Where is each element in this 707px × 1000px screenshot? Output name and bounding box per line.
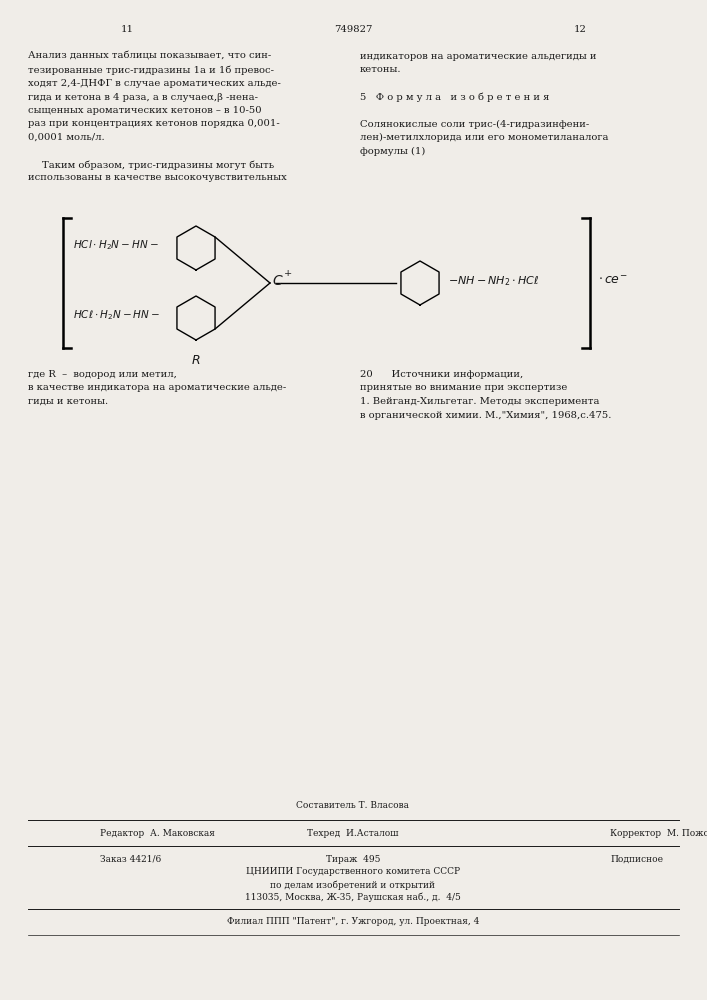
Text: по делам изобретений и открытий: по делам изобретений и открытий: [271, 880, 436, 890]
Text: $\cdot\,ce^{-}$: $\cdot\,ce^{-}$: [598, 274, 628, 288]
Text: Анализ данных таблицы показывает, что син-: Анализ данных таблицы показывает, что си…: [28, 52, 271, 61]
Text: Составитель Т. Власова: Составитель Т. Власова: [296, 802, 409, 810]
Text: 1. Вейганд-Хильгетаг. Методы эксперимента: 1. Вейганд-Хильгетаг. Методы эксперимент…: [360, 397, 600, 406]
Text: $R$: $R$: [192, 354, 201, 367]
Text: гида и кетона в 4 раза, а в случаеα,β -нена-: гида и кетона в 4 раза, а в случаеα,β -н…: [28, 93, 258, 102]
Text: Подписное: Подписное: [610, 854, 663, 863]
Text: принятые во внимание при экспертизе: принятые во внимание при экспертизе: [360, 383, 568, 392]
Text: Тираж  495: Тираж 495: [326, 854, 380, 863]
Text: индикаторов на ароматические альдегиды и: индикаторов на ароматические альдегиды и: [360, 52, 597, 61]
Text: ходят 2,4-ДНФГ в случае ароматических альде-: ходят 2,4-ДНФГ в случае ароматических ал…: [28, 79, 281, 88]
Text: кетоны.: кетоны.: [360, 66, 402, 75]
Text: использованы в качестве высокочувствительных: использованы в качестве высокочувствител…: [28, 174, 287, 182]
Text: +: +: [284, 268, 292, 277]
Text: $C$: $C$: [272, 274, 284, 288]
Text: Редактор  А. Маковская: Редактор А. Маковская: [100, 828, 215, 838]
Text: Филиал ППП "Патент", г. Ужгород, ул. Проектная, 4: Филиал ППП "Патент", г. Ужгород, ул. Про…: [227, 918, 479, 926]
Text: 113035, Москва, Ж-35, Раушская наб., д.  4/5: 113035, Москва, Ж-35, Раушская наб., д. …: [245, 892, 461, 902]
Text: 20      Источники информации,: 20 Источники информации,: [360, 370, 523, 379]
Text: Солянокислые соли трис-(4-гидразинфени-: Солянокислые соли трис-(4-гидразинфени-: [360, 119, 589, 129]
Text: Таким образом, трис-гидразины могут быть: Таким образом, трис-гидразины могут быть: [42, 160, 274, 169]
Text: тезированные трис-гидразины 1а и 1б превос-: тезированные трис-гидразины 1а и 1б прев…: [28, 66, 274, 75]
Text: ЦНИИПИ Государственного комитета СССР: ЦНИИПИ Государственного комитета СССР: [246, 867, 460, 876]
Text: лен)-метилхлорида или его монометиланалога: лен)-метилхлорида или его монометиланало…: [360, 133, 609, 142]
Text: 12: 12: [573, 25, 586, 34]
Text: 11: 11: [120, 25, 134, 34]
Text: 5   Ф о р м у л а   и з о б р е т е н и я: 5 Ф о р м у л а и з о б р е т е н и я: [360, 93, 549, 102]
Text: где R  –  водород или метил,: где R – водород или метил,: [28, 370, 177, 379]
Text: гиды и кетоны.: гиды и кетоны.: [28, 397, 108, 406]
Text: сыщенных ароматических кетонов – в 10-50: сыщенных ароматических кетонов – в 10-50: [28, 106, 262, 115]
Text: в органической химии. М.,"Химия", 1968,с.475.: в органической химии. М.,"Химия", 1968,с…: [360, 410, 612, 420]
Text: Заказ 4421/6: Заказ 4421/6: [100, 854, 161, 863]
Text: 749827: 749827: [334, 25, 372, 34]
Text: 0,0001 моль/л.: 0,0001 моль/л.: [28, 133, 105, 142]
Text: $HC\ell\cdot H_2N-HN-$: $HC\ell\cdot H_2N-HN-$: [73, 308, 160, 322]
Text: Техред  И.Асталош: Техред И.Асталош: [308, 828, 399, 838]
Text: $HCl\cdot H_2N-HN-$: $HCl\cdot H_2N-HN-$: [73, 238, 158, 252]
Text: формулы (1): формулы (1): [360, 146, 426, 156]
Text: раз при концентрациях кетонов порядка 0,001-: раз при концентрациях кетонов порядка 0,…: [28, 119, 280, 128]
Text: $-NH-NH_2\cdot HC\ell$: $-NH-NH_2\cdot HC\ell$: [448, 274, 539, 288]
Text: в качестве индикатора на ароматические альде-: в качестве индикатора на ароматические а…: [28, 383, 286, 392]
Text: Корректор  М. Пожо: Корректор М. Пожо: [610, 828, 707, 838]
